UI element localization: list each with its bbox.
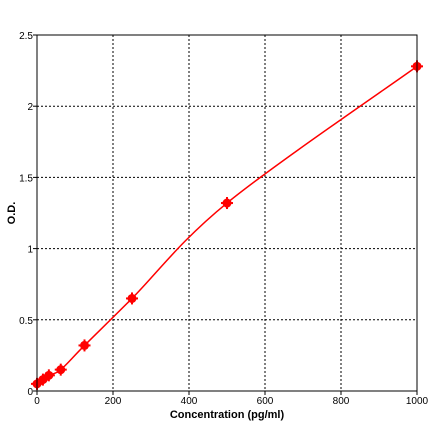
data-point-2 — [42, 369, 55, 382]
x-tick-label-0: 0 — [34, 396, 40, 407]
plot-area-frame — [36, 34, 418, 392]
x-axis-title: Concentration (pg/ml) — [170, 409, 285, 421]
y-tick-label-3: 1.5 — [19, 173, 33, 184]
y-axis-title: O.D. — [6, 202, 18, 225]
y-tick-label-0: 0 — [27, 387, 33, 398]
y-axis-ticks: 0 0.5 1 1.5 2 2.5 — [19, 31, 37, 398]
data-point-3 — [54, 363, 67, 376]
y-tick-label-1: 0.5 — [19, 316, 33, 327]
x-axis-ticks: 0 200 400 600 800 1000 — [34, 391, 429, 407]
y-tick-label-2: 1 — [27, 245, 33, 256]
y-tick-label-5: 2.5 — [19, 31, 33, 42]
x-tick-label-2: 400 — [181, 396, 198, 407]
y-tick-label-4: 2 — [27, 102, 33, 113]
x-tick-label-5: 1000 — [406, 396, 429, 407]
x-tick-label-3: 600 — [257, 396, 274, 407]
data-point-4 — [78, 339, 91, 352]
data-point-5 — [126, 292, 138, 305]
x-tick-label-1: 200 — [105, 396, 122, 407]
data-points — [31, 60, 423, 390]
data-point-6 — [221, 197, 233, 210]
grid — [37, 35, 417, 391]
x-tick-label-4: 800 — [333, 396, 350, 407]
